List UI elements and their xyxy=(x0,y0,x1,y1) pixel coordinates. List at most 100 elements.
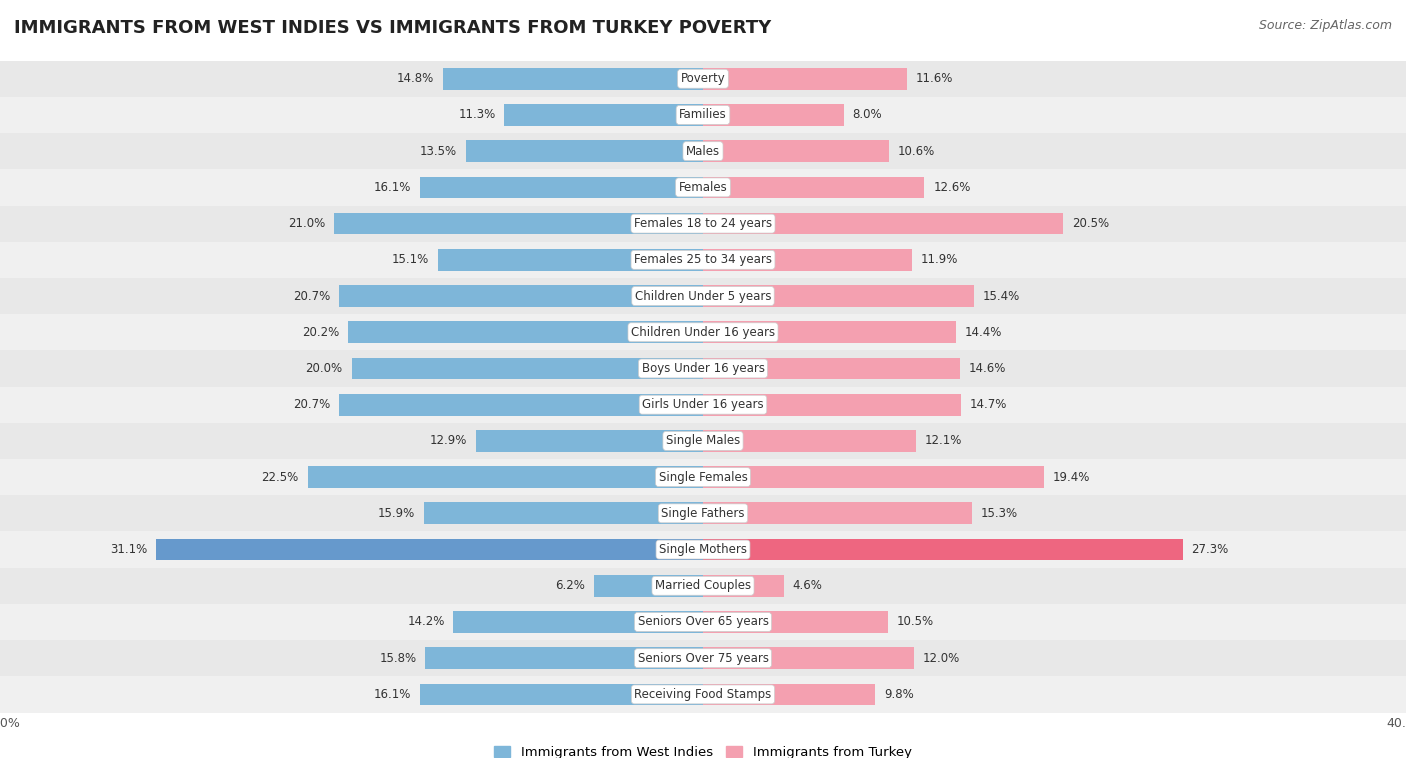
Bar xyxy=(0,61,1406,97)
Text: 20.0%: 20.0% xyxy=(305,362,343,375)
Text: 20.5%: 20.5% xyxy=(1073,217,1109,230)
Bar xyxy=(0,97,1406,133)
Text: 10.5%: 10.5% xyxy=(897,615,934,628)
Text: Families: Families xyxy=(679,108,727,121)
Text: 27.3%: 27.3% xyxy=(1192,543,1229,556)
Bar xyxy=(703,140,889,162)
Bar xyxy=(437,249,703,271)
Bar xyxy=(0,640,1406,676)
Text: 8.0%: 8.0% xyxy=(852,108,882,121)
Text: Girls Under 16 years: Girls Under 16 years xyxy=(643,398,763,411)
Bar xyxy=(454,611,703,633)
Text: 22.5%: 22.5% xyxy=(262,471,299,484)
Bar xyxy=(0,568,1406,604)
Text: 14.6%: 14.6% xyxy=(969,362,1005,375)
Text: 16.1%: 16.1% xyxy=(374,181,412,194)
Bar xyxy=(0,278,1406,314)
Text: 14.2%: 14.2% xyxy=(408,615,444,628)
Text: Females 25 to 34 years: Females 25 to 34 years xyxy=(634,253,772,266)
Bar xyxy=(0,531,1406,568)
Text: Single Females: Single Females xyxy=(658,471,748,484)
Text: 21.0%: 21.0% xyxy=(288,217,325,230)
Text: 31.1%: 31.1% xyxy=(111,543,148,556)
Bar xyxy=(0,205,1406,242)
Text: IMMIGRANTS FROM WEST INDIES VS IMMIGRANTS FROM TURKEY POVERTY: IMMIGRANTS FROM WEST INDIES VS IMMIGRANT… xyxy=(14,19,772,37)
Text: Poverty: Poverty xyxy=(681,72,725,85)
Bar xyxy=(703,285,973,307)
Legend: Immigrants from West Indies, Immigrants from Turkey: Immigrants from West Indies, Immigrants … xyxy=(489,741,917,758)
Text: 10.6%: 10.6% xyxy=(898,145,935,158)
Bar xyxy=(0,495,1406,531)
Bar xyxy=(339,394,703,415)
Bar xyxy=(0,604,1406,640)
Bar xyxy=(703,213,1063,234)
Text: Boys Under 16 years: Boys Under 16 years xyxy=(641,362,765,375)
Bar xyxy=(420,684,703,705)
Bar xyxy=(0,387,1406,423)
Text: 13.5%: 13.5% xyxy=(420,145,457,158)
Bar xyxy=(703,249,912,271)
Text: 20.2%: 20.2% xyxy=(302,326,339,339)
Text: Seniors Over 75 years: Seniors Over 75 years xyxy=(637,652,769,665)
Text: Seniors Over 65 years: Seniors Over 65 years xyxy=(637,615,769,628)
Bar xyxy=(703,394,962,415)
Bar xyxy=(0,314,1406,350)
Bar xyxy=(425,647,703,669)
Bar xyxy=(352,358,703,379)
Text: Children Under 16 years: Children Under 16 years xyxy=(631,326,775,339)
Bar xyxy=(477,430,703,452)
Text: 15.8%: 15.8% xyxy=(380,652,416,665)
Text: Females: Females xyxy=(679,181,727,194)
Text: 20.7%: 20.7% xyxy=(294,290,330,302)
Bar xyxy=(420,177,703,199)
Text: 12.0%: 12.0% xyxy=(922,652,960,665)
Bar xyxy=(703,503,972,525)
Bar xyxy=(593,575,703,597)
Text: 6.2%: 6.2% xyxy=(555,579,585,592)
Text: 15.1%: 15.1% xyxy=(392,253,429,266)
Text: 9.8%: 9.8% xyxy=(884,688,914,701)
Bar xyxy=(703,539,1182,560)
Text: 14.4%: 14.4% xyxy=(965,326,1002,339)
Bar xyxy=(0,459,1406,495)
Text: Children Under 5 years: Children Under 5 years xyxy=(634,290,772,302)
Bar xyxy=(703,611,887,633)
Bar xyxy=(703,647,914,669)
Bar xyxy=(0,676,1406,713)
Bar xyxy=(703,68,907,89)
Bar xyxy=(703,358,960,379)
Text: 4.6%: 4.6% xyxy=(793,579,823,592)
Text: 15.9%: 15.9% xyxy=(378,507,415,520)
Text: Single Fathers: Single Fathers xyxy=(661,507,745,520)
Bar xyxy=(703,684,875,705)
Bar xyxy=(703,321,956,343)
Text: 15.4%: 15.4% xyxy=(983,290,1019,302)
Text: Receiving Food Stamps: Receiving Food Stamps xyxy=(634,688,772,701)
Bar xyxy=(423,503,703,525)
Bar xyxy=(0,242,1406,278)
Bar xyxy=(703,430,915,452)
Text: 11.9%: 11.9% xyxy=(921,253,959,266)
Bar xyxy=(349,321,703,343)
Bar xyxy=(0,133,1406,169)
Text: 15.3%: 15.3% xyxy=(981,507,1018,520)
Bar xyxy=(703,466,1043,488)
Bar xyxy=(0,423,1406,459)
Text: 11.3%: 11.3% xyxy=(458,108,496,121)
Bar xyxy=(0,350,1406,387)
Bar xyxy=(465,140,703,162)
Text: 16.1%: 16.1% xyxy=(374,688,412,701)
Text: 12.9%: 12.9% xyxy=(430,434,467,447)
Bar xyxy=(308,466,703,488)
Text: 14.7%: 14.7% xyxy=(970,398,1008,411)
Bar xyxy=(0,169,1406,205)
Text: Females 18 to 24 years: Females 18 to 24 years xyxy=(634,217,772,230)
Text: 12.6%: 12.6% xyxy=(934,181,970,194)
Bar xyxy=(335,213,703,234)
Text: 20.7%: 20.7% xyxy=(294,398,330,411)
Bar xyxy=(505,104,703,126)
Text: Married Couples: Married Couples xyxy=(655,579,751,592)
Text: 12.1%: 12.1% xyxy=(925,434,962,447)
Bar xyxy=(443,68,703,89)
Bar xyxy=(703,575,785,597)
